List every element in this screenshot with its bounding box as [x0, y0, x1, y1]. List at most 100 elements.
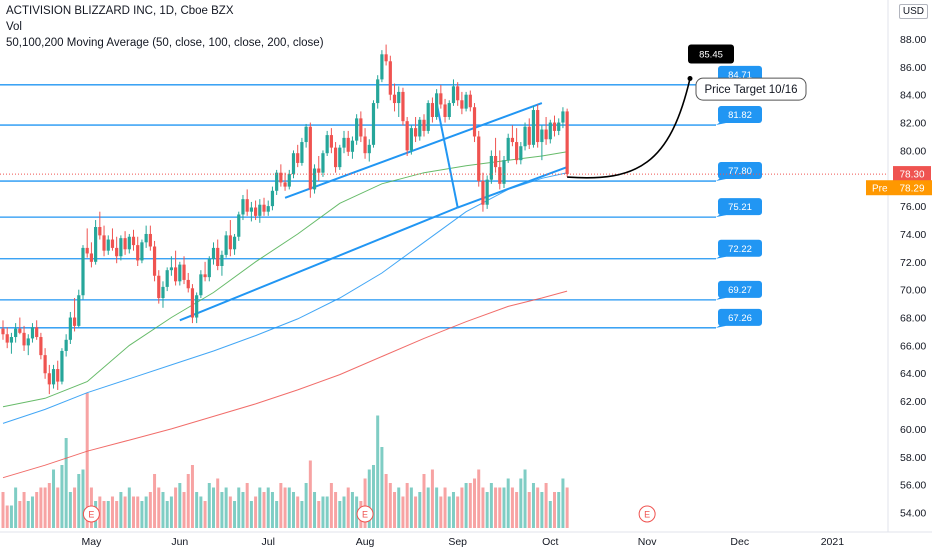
annotations: 85.45 Price Target 10/16 E E E: [0, 44, 888, 523]
candle-body: [397, 91, 401, 104]
candle-body: [422, 119, 426, 131]
x-tick-label: Sep: [448, 536, 467, 548]
volume-bar: [115, 501, 119, 528]
symbol-title[interactable]: ACTIVISION BLIZZARD INC, 1D, Cboe BZX: [6, 5, 234, 17]
volume-bar: [18, 501, 22, 528]
candle-body: [203, 274, 207, 278]
moving-average-indicator-label[interactable]: 50,100,200 Moving Average (50, close, 10…: [6, 37, 324, 49]
candle-body: [304, 126, 308, 143]
earnings-marker-label: E: [88, 510, 94, 520]
candle-body: [56, 369, 60, 382]
candle-body: [531, 110, 536, 145]
volume-bar: [9, 505, 13, 528]
candle-body: [565, 111, 569, 175]
candle-body: [401, 91, 405, 122]
candle-body: [283, 182, 287, 187]
volume-bar: [430, 469, 434, 528]
candle-body: [85, 247, 89, 254]
x-tick-label: 2021: [821, 536, 845, 548]
earnings-marker-label: E: [644, 510, 650, 520]
candle-body: [291, 153, 296, 175]
candle-body: [552, 122, 557, 131]
candle-body: [110, 239, 115, 248]
volume-bar: [157, 487, 161, 528]
volume-bar: [275, 501, 279, 528]
level-label: 81.82: [728, 110, 752, 121]
level-tag-pointer: [716, 295, 726, 300]
candle-body: [39, 337, 43, 356]
volume-bar: [536, 487, 540, 528]
volume-bar: [22, 492, 26, 528]
volume-indicator-label[interactable]: Vol: [6, 21, 22, 33]
x-tick-label: Dec: [730, 536, 749, 548]
x-axis: May Jun Jul Aug Sep Oct Nov Dec 2021: [81, 536, 844, 548]
candle-body: [77, 295, 81, 326]
candle-body: [182, 264, 186, 280]
candle-body: [14, 328, 18, 338]
trend-line: [457, 166, 568, 209]
volume-bar: [489, 483, 493, 528]
candle-body: [544, 129, 548, 140]
last-price-badge: [893, 166, 931, 182]
volume-bar: [561, 478, 565, 528]
volume-bar: [140, 501, 144, 528]
candle-body: [249, 207, 253, 212]
candle-body: [157, 275, 161, 299]
candle-body: [237, 214, 241, 237]
candle-body: [493, 155, 498, 168]
candle-body: [359, 118, 363, 137]
volume-bar: [136, 496, 140, 528]
volume-bar: [169, 496, 173, 528]
currency-button[interactable]: USD: [898, 4, 928, 19]
candle-body: [451, 86, 456, 104]
volume-bar: [98, 496, 102, 528]
volume-bar: [262, 492, 266, 528]
y-tick-label: 60.00: [900, 424, 926, 436]
volume-bar: [485, 492, 489, 528]
candle-body: [131, 236, 136, 246]
candle-body: [275, 172, 279, 191]
volume-bar: [350, 492, 354, 528]
target-value-label: 85.45: [699, 50, 723, 61]
volume-bar: [148, 492, 152, 528]
volume-bar: [456, 496, 460, 528]
volume-bar: [249, 501, 253, 528]
volume-bar: [346, 487, 350, 528]
candle-body: [254, 207, 258, 216]
candle-body: [350, 140, 355, 152]
trend-lines: [179, 102, 568, 322]
volume-bar: [325, 496, 329, 528]
candle-body: [346, 137, 350, 152]
volume-bar: [102, 501, 106, 528]
volume-bar: [153, 474, 157, 528]
candle-body: [312, 168, 317, 190]
volume-bar: [287, 487, 291, 528]
level-tag: [718, 162, 762, 180]
volume-bar: [363, 478, 367, 528]
candle-body: [333, 147, 338, 168]
y-tick-label: 84.00: [900, 90, 926, 102]
candle-body: [510, 137, 515, 143]
candle-body: [161, 286, 165, 299]
volume-bar: [174, 487, 178, 528]
volume-bar: [291, 492, 295, 528]
y-tick-label: 68.00: [900, 313, 926, 325]
volume-bar: [414, 496, 418, 528]
volume-bar: [85, 393, 89, 528]
volume-bar: [26, 501, 30, 528]
volume-bar: [515, 492, 519, 528]
volume-bar: [317, 501, 321, 528]
level-label: 72.22: [728, 244, 752, 255]
price-target-label: Price Target 10/16: [704, 84, 797, 96]
candle-body: [287, 174, 291, 187]
level-tag-pointer: [716, 254, 726, 259]
candle-body: [228, 235, 232, 250]
volume-bar: [182, 492, 186, 528]
volume-bar: [144, 496, 148, 528]
y-axis: 54.00 56.00 58.00 60.00 62.00 64.00 66.00 68.00…: [866, 6, 932, 520]
volume-bar: [371, 465, 375, 528]
candle-body: [506, 137, 510, 161]
candle-body: [279, 172, 283, 183]
x-tick-label: Nov: [638, 536, 657, 548]
